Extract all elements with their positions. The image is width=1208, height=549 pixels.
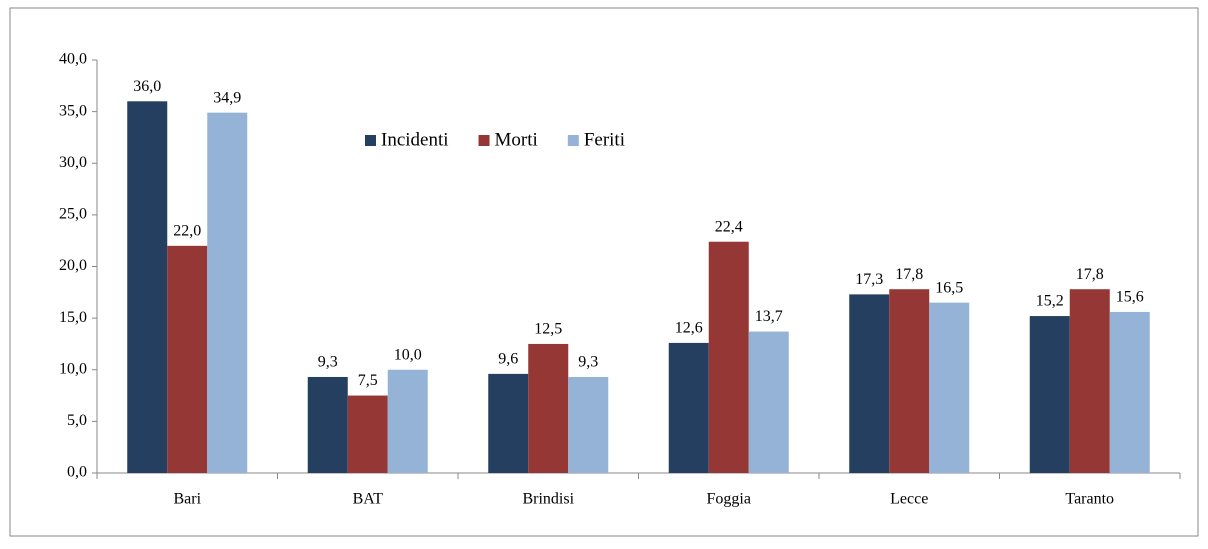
bar (347, 395, 388, 473)
bar (207, 112, 248, 473)
bar (1109, 311, 1150, 473)
data-label: 9,6 (498, 351, 518, 368)
bar (748, 331, 789, 473)
x-tick-label: Taranto (1065, 491, 1114, 508)
bar (889, 289, 930, 473)
data-label: 22,0 (173, 223, 201, 240)
y-tick-label: 35,0 (59, 102, 87, 119)
y-tick-label: 25,0 (59, 206, 87, 223)
x-tick-label: BAT (353, 491, 383, 508)
data-label: 17,8 (895, 266, 923, 283)
legend-swatch (567, 135, 579, 146)
x-tick-label: Brindisi (522, 491, 574, 508)
legend-swatch (365, 135, 376, 146)
bar (127, 101, 168, 474)
data-label: 7,5 (358, 372, 378, 389)
x-tick-label: Lecce (890, 491, 928, 508)
x-tick-label: Bari (173, 491, 201, 508)
data-label: 16,5 (935, 279, 963, 296)
data-label: 10,0 (394, 346, 422, 363)
legend-label: Morti (495, 129, 538, 150)
bar (929, 302, 970, 473)
bar (307, 376, 348, 473)
data-label: 9,3 (578, 354, 598, 371)
legend-label: Feriti (584, 129, 625, 150)
bar (708, 241, 749, 473)
y-tick-label: 0,0 (67, 464, 87, 481)
y-tick-label: 40,0 (59, 51, 87, 68)
data-label: 17,8 (1076, 266, 1104, 283)
data-label: 17,3 (855, 271, 883, 288)
x-tick-label: Foggia (707, 491, 751, 508)
bar (1029, 316, 1070, 473)
bar (528, 343, 569, 473)
data-label: 13,7 (755, 308, 783, 325)
data-label: 22,4 (715, 218, 743, 235)
bar (849, 294, 890, 473)
bar (387, 369, 428, 473)
y-tick-label: 15,0 (59, 309, 87, 326)
y-tick-label: 30,0 (59, 154, 87, 171)
data-label: 9,3 (318, 354, 338, 371)
y-tick-label: 5,0 (67, 412, 87, 429)
data-label: 34,9 (213, 89, 241, 106)
bar (568, 376, 609, 473)
legend-swatch (478, 135, 490, 146)
legend-label: Incidenti (381, 129, 449, 150)
y-tick-label: 10,0 (59, 360, 87, 377)
bar (488, 373, 529, 473)
data-label: 12,6 (675, 320, 703, 337)
data-label: 12,5 (534, 321, 562, 338)
data-label: 15,6 (1116, 289, 1144, 306)
data-label: 36,0 (133, 78, 161, 95)
data-label: 15,2 (1036, 293, 1064, 310)
bar (167, 245, 208, 473)
y-tick-label: 20,0 (59, 257, 87, 274)
bar (668, 342, 709, 473)
bar (1069, 289, 1110, 473)
